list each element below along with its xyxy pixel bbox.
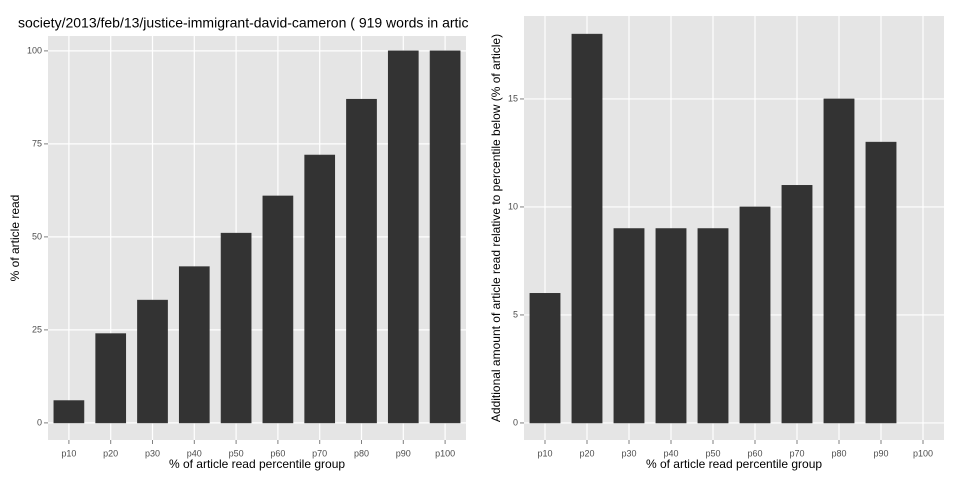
x-tick-label: p50	[229, 448, 244, 458]
x-tick-label: p10	[61, 448, 76, 458]
y-axis-label: Additional amount of article read relati…	[489, 34, 503, 422]
y-tick-label: 25	[32, 324, 42, 334]
y-tick-label: 100	[27, 45, 42, 55]
x-tick-label: p30	[145, 448, 160, 458]
bar	[53, 400, 85, 424]
x-tick-label: p30	[621, 448, 636, 458]
x-tick-label: p90	[873, 448, 888, 458]
x-tick-label: p80	[831, 448, 846, 458]
bar	[95, 333, 127, 424]
x-tick-label: p40	[187, 448, 202, 458]
bar	[781, 185, 813, 424]
x-tick-label: p20	[103, 448, 118, 458]
bar	[823, 98, 855, 424]
y-tick-label: 10	[508, 201, 518, 211]
y-axis-label: % of article read	[8, 195, 22, 282]
bar	[429, 50, 461, 424]
y-tick-label: 15	[508, 93, 518, 103]
x-tick-label: p40	[663, 448, 678, 458]
bar	[739, 206, 771, 424]
bar	[387, 50, 419, 424]
x-tick-label: p10	[537, 448, 552, 458]
x-tick-label: p50	[705, 448, 720, 458]
bar	[697, 228, 729, 424]
bar	[346, 98, 377, 424]
bar	[304, 154, 336, 424]
bar	[220, 232, 252, 424]
x-tick-label: p20	[579, 448, 594, 458]
x-tick-label: p100	[913, 448, 933, 458]
bar	[865, 141, 897, 424]
x-tick-label: p80	[354, 448, 369, 458]
x-tick-label: p60	[747, 448, 762, 458]
bar	[137, 299, 168, 424]
y-tick-label: 75	[32, 138, 42, 148]
bar	[178, 266, 210, 424]
bar	[655, 228, 687, 424]
bar	[529, 293, 561, 424]
bar	[262, 195, 294, 424]
x-axis-label: % of article read percentile group	[646, 457, 822, 471]
x-tick-label: p70	[789, 448, 804, 458]
x-tick-label: p100	[435, 448, 455, 458]
bar	[571, 33, 603, 424]
y-tick-label: 0	[513, 417, 518, 427]
x-tick-label: p60	[270, 448, 285, 458]
x-axis-label: % of article read percentile group	[169, 457, 345, 471]
y-tick-label: 5	[513, 309, 518, 319]
chart-title: society/2013/feb/13/justice-immigrant-da…	[18, 15, 469, 31]
x-tick-label: p70	[312, 448, 327, 458]
bar	[613, 228, 645, 424]
y-tick-label: 0	[37, 417, 42, 427]
x-tick-label: p90	[396, 448, 411, 458]
y-tick-label: 50	[32, 231, 42, 241]
